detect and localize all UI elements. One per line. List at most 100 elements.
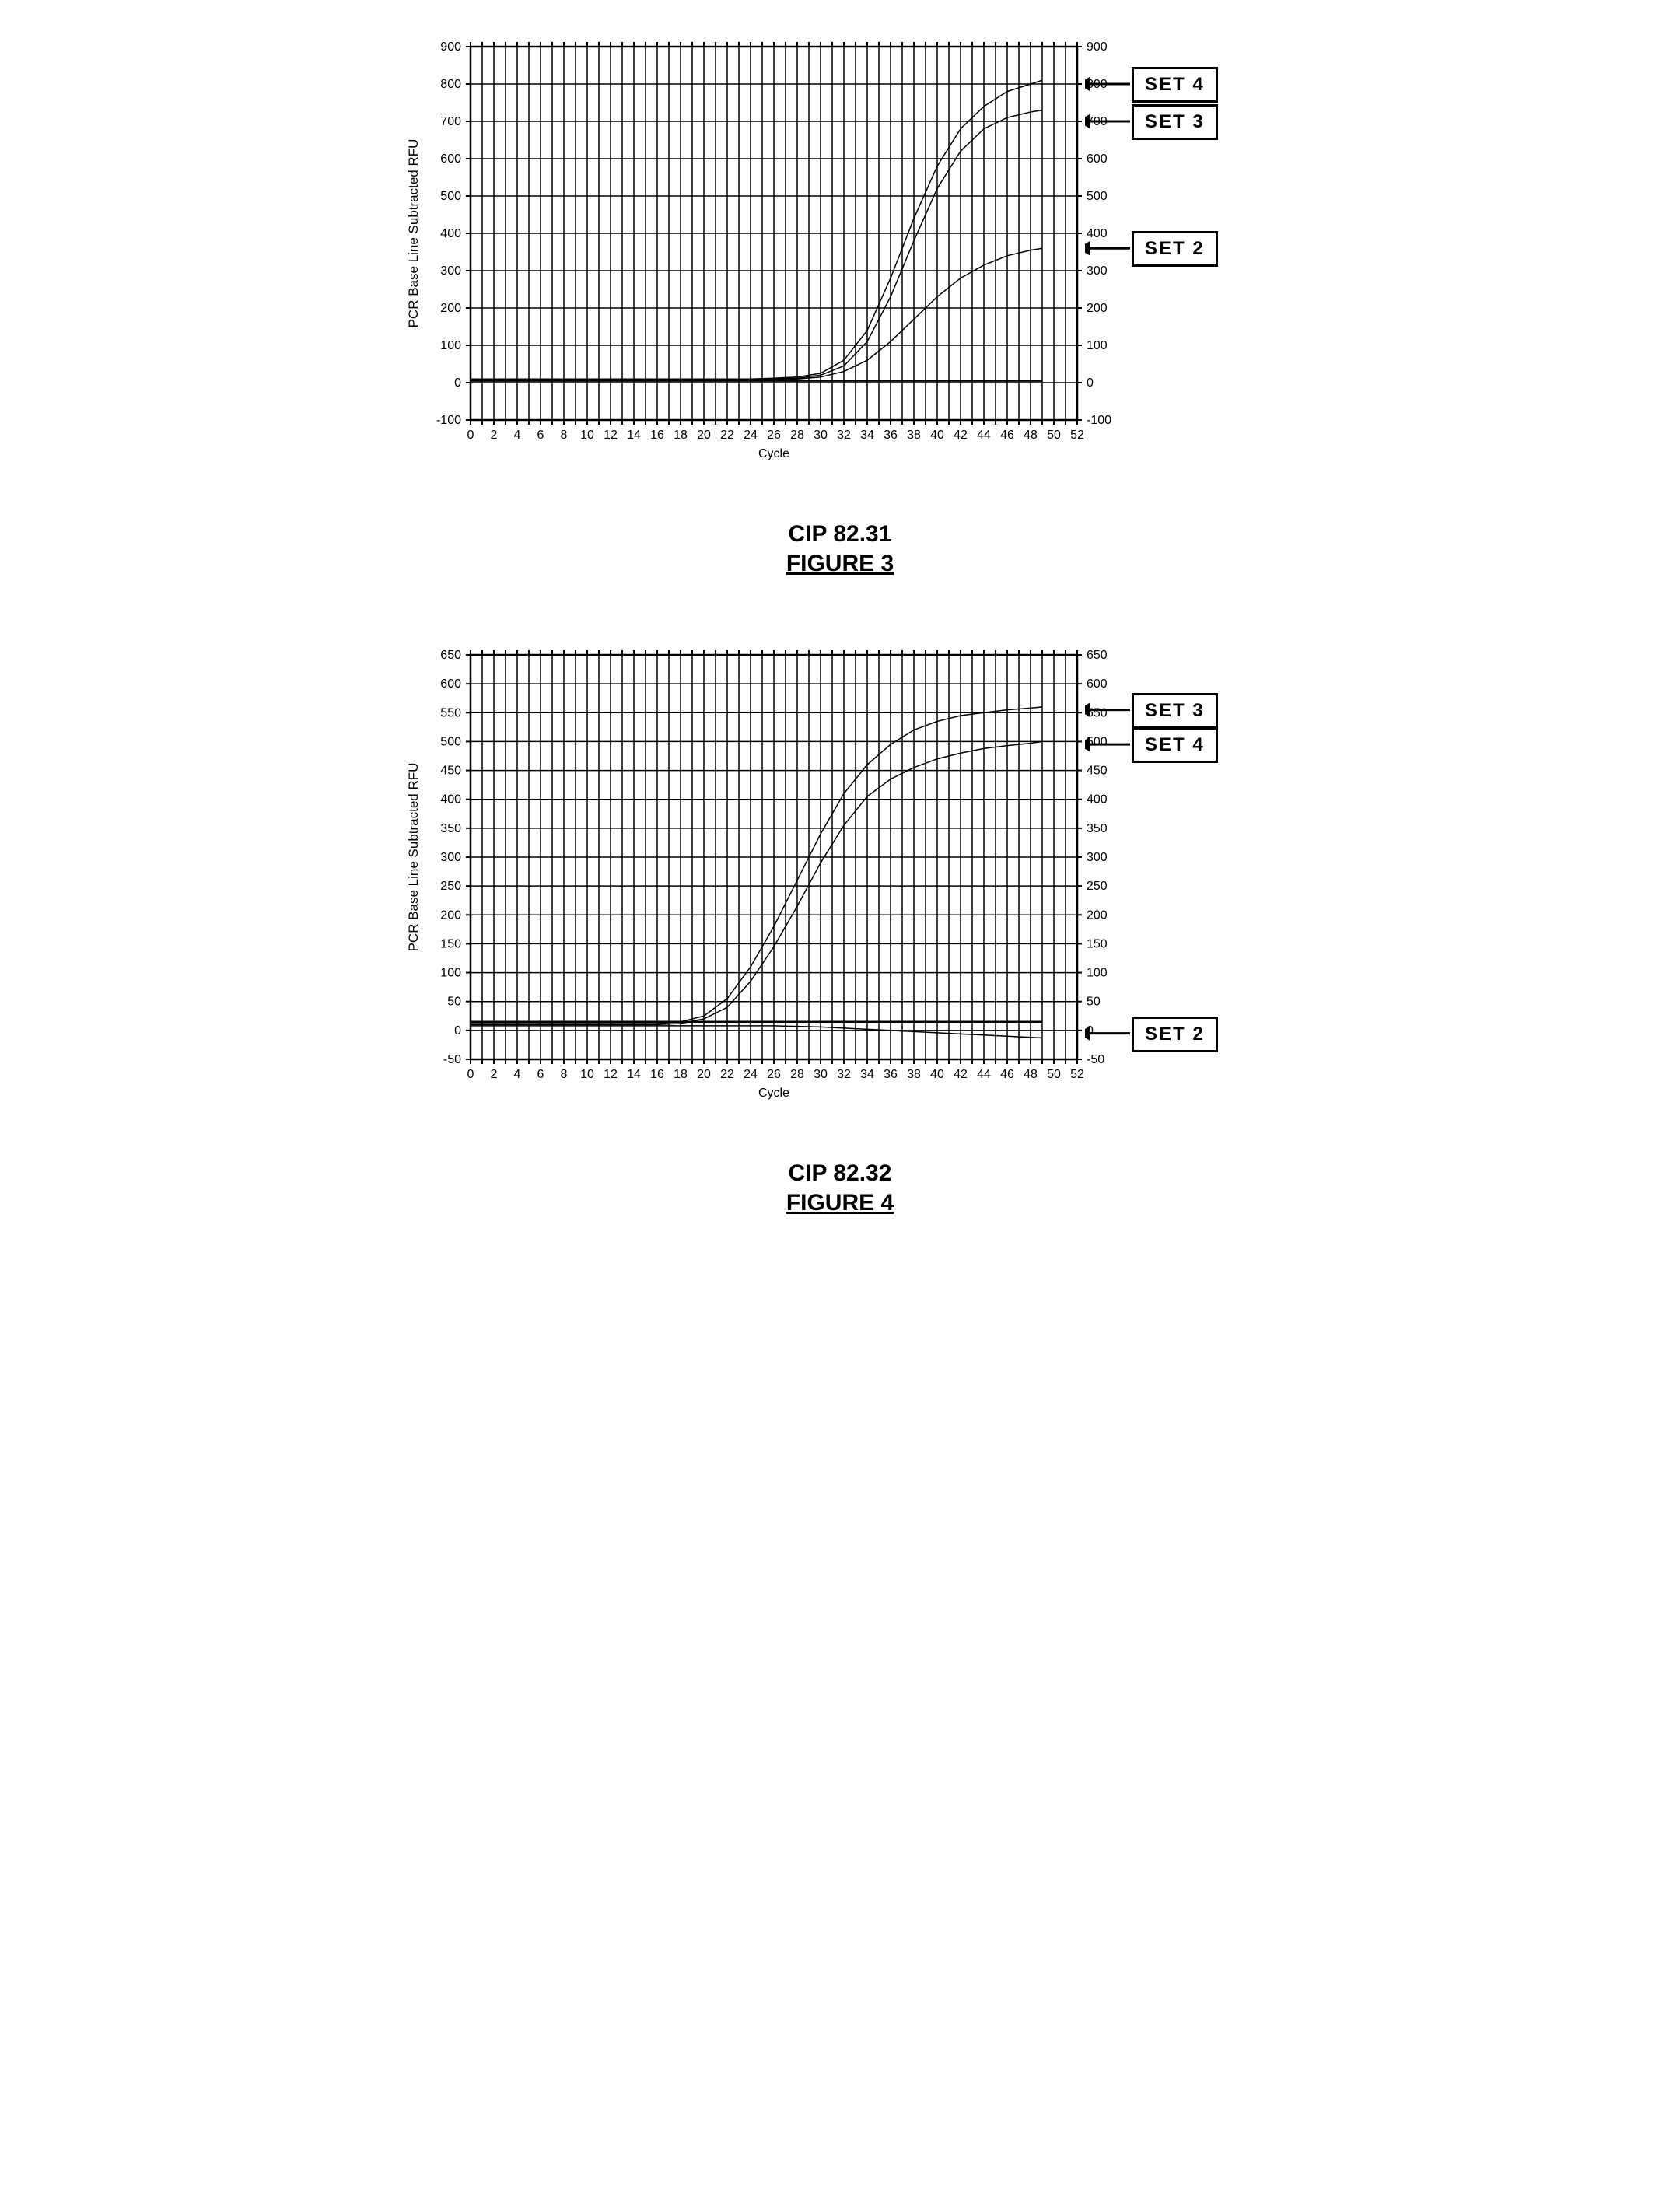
svg-text:200: 200 [1087, 302, 1108, 315]
svg-text:400: 400 [1087, 227, 1108, 240]
svg-text:550: 550 [1087, 706, 1108, 719]
svg-text:34: 34 [860, 1068, 874, 1081]
svg-text:0: 0 [454, 1024, 461, 1038]
svg-text:0: 0 [1087, 1024, 1094, 1038]
svg-text:30: 30 [814, 1068, 828, 1081]
svg-text:28: 28 [790, 1068, 804, 1081]
chart-svg: 0246810121416182022242628303234363840424… [401, 639, 1124, 1114]
figure-3-number: FIGURE 3 [31, 551, 1649, 577]
svg-text:50: 50 [1047, 429, 1061, 442]
svg-text:PCR Base Line Subtracted RFU: PCR Base Line Subtracted RFU [406, 763, 421, 952]
svg-text:0: 0 [454, 376, 461, 390]
svg-text:200: 200 [440, 908, 461, 922]
svg-text:250: 250 [1087, 880, 1108, 893]
svg-text:900: 900 [1087, 40, 1108, 54]
svg-text:50: 50 [1087, 996, 1101, 1009]
chart-svg: 0246810121416182022242628303234363840424… [401, 31, 1124, 474]
svg-text:30: 30 [814, 429, 828, 442]
svg-text:20: 20 [697, 429, 711, 442]
svg-text:500: 500 [1087, 190, 1108, 203]
svg-text:100: 100 [440, 967, 461, 980]
svg-text:0: 0 [467, 429, 474, 442]
svg-text:300: 300 [440, 264, 461, 278]
svg-text:36: 36 [884, 1068, 898, 1081]
label-set3: SET 3 [1132, 693, 1218, 729]
figure-3-chart: 0246810121416182022242628303234363840424… [401, 31, 1279, 474]
svg-text:-100: -100 [436, 414, 461, 427]
svg-text:450: 450 [440, 765, 461, 778]
svg-text:16: 16 [650, 1068, 664, 1081]
svg-text:500: 500 [1087, 735, 1108, 748]
svg-text:24: 24 [744, 1068, 758, 1081]
svg-text:50: 50 [447, 996, 461, 1009]
svg-text:14: 14 [627, 429, 641, 442]
svg-text:100: 100 [1087, 967, 1108, 980]
svg-text:150: 150 [440, 937, 461, 950]
svg-text:400: 400 [440, 227, 461, 240]
svg-text:2: 2 [491, 429, 498, 442]
svg-text:8: 8 [561, 429, 568, 442]
svg-text:PCR Base Line Subtracted RFU: PCR Base Line Subtracted RFU [406, 139, 421, 328]
svg-text:12: 12 [604, 1068, 618, 1081]
svg-text:40: 40 [930, 1068, 944, 1081]
figure-3-title: CIP 82.31 [31, 521, 1649, 548]
svg-text:200: 200 [1087, 908, 1108, 922]
svg-text:600: 600 [1087, 677, 1108, 691]
svg-text:450: 450 [1087, 765, 1108, 778]
svg-text:10: 10 [580, 429, 594, 442]
svg-text:800: 800 [440, 78, 461, 91]
svg-text:500: 500 [440, 735, 461, 748]
svg-text:350: 350 [1087, 822, 1108, 835]
svg-text:300: 300 [440, 851, 461, 864]
svg-text:8: 8 [561, 1068, 568, 1081]
svg-text:Cycle: Cycle [758, 447, 789, 460]
svg-text:400: 400 [1087, 793, 1108, 807]
svg-text:32: 32 [837, 1068, 851, 1081]
svg-text:26: 26 [767, 1068, 781, 1081]
svg-text:900: 900 [440, 40, 461, 54]
svg-text:150: 150 [1087, 937, 1108, 950]
svg-text:600: 600 [1087, 152, 1108, 166]
svg-text:44: 44 [977, 1068, 991, 1081]
svg-text:40: 40 [930, 429, 944, 442]
svg-text:22: 22 [720, 1068, 734, 1081]
figure-3-caption: CIP 82.31 FIGURE 3 [31, 521, 1649, 577]
svg-text:Cycle: Cycle [758, 1087, 789, 1100]
svg-text:20: 20 [697, 1068, 711, 1081]
svg-text:-50: -50 [1087, 1053, 1104, 1066]
svg-text:2: 2 [491, 1068, 498, 1081]
svg-text:42: 42 [954, 429, 968, 442]
label-set2: SET 2 [1132, 1017, 1218, 1052]
svg-text:6: 6 [537, 1068, 544, 1081]
svg-text:26: 26 [767, 429, 781, 442]
svg-text:-100: -100 [1087, 414, 1111, 427]
svg-text:12: 12 [604, 429, 618, 442]
svg-text:650: 650 [1087, 649, 1108, 662]
svg-text:52: 52 [1070, 1068, 1084, 1081]
label-set3: SET 3 [1132, 104, 1218, 140]
svg-text:34: 34 [860, 429, 874, 442]
svg-text:38: 38 [907, 429, 921, 442]
svg-text:700: 700 [440, 115, 461, 128]
svg-text:14: 14 [627, 1068, 641, 1081]
svg-text:16: 16 [650, 429, 664, 442]
svg-text:24: 24 [744, 429, 758, 442]
figure-4-block: 0246810121416182022242628303234363840424… [31, 639, 1649, 1216]
svg-text:10: 10 [580, 1068, 594, 1081]
svg-text:550: 550 [440, 706, 461, 719]
svg-text:500: 500 [440, 190, 461, 203]
svg-text:0: 0 [1087, 376, 1094, 390]
svg-text:800: 800 [1087, 78, 1108, 91]
svg-text:100: 100 [440, 339, 461, 352]
svg-text:0: 0 [467, 1068, 474, 1081]
label-set4: SET 4 [1132, 67, 1218, 103]
figure-4-number: FIGURE 4 [31, 1190, 1649, 1216]
svg-text:600: 600 [440, 152, 461, 166]
svg-text:200: 200 [440, 302, 461, 315]
svg-text:46: 46 [1000, 1068, 1014, 1081]
svg-text:650: 650 [440, 649, 461, 662]
svg-text:600: 600 [440, 677, 461, 691]
svg-text:250: 250 [440, 880, 461, 893]
svg-text:400: 400 [440, 793, 461, 807]
label-set2: SET 2 [1132, 231, 1218, 267]
